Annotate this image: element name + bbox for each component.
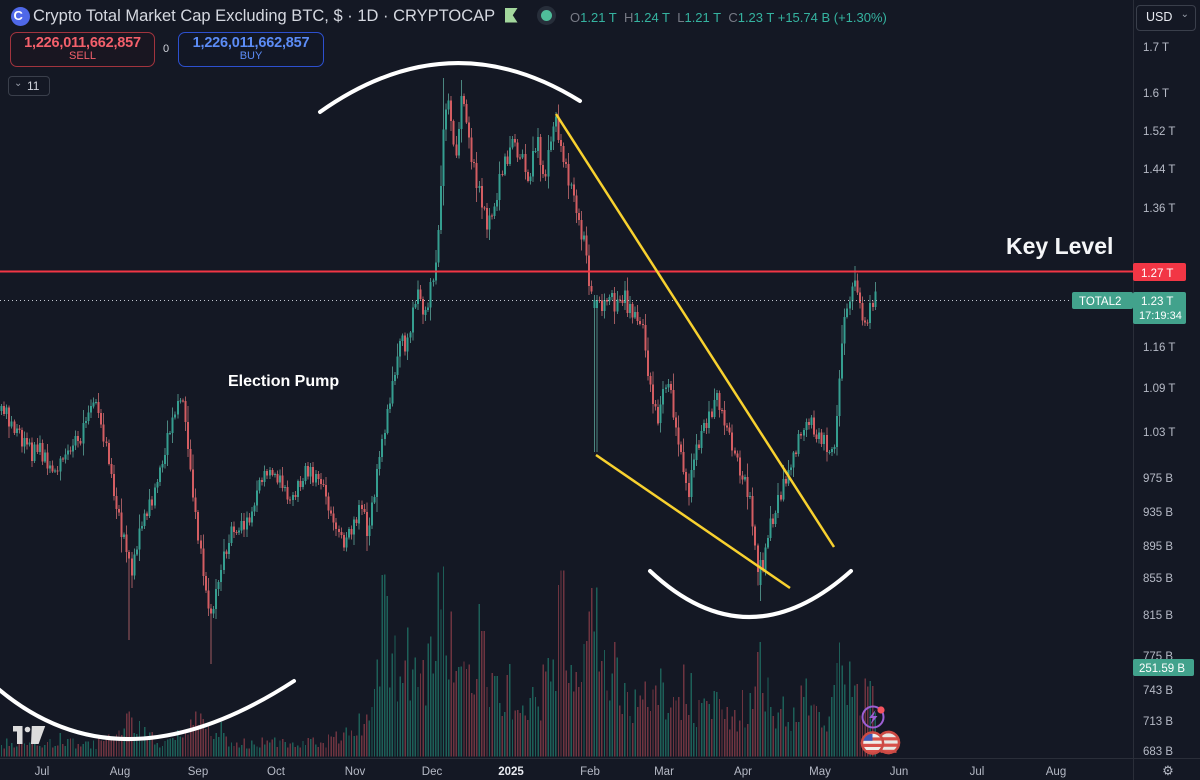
svg-text:Feb: Feb — [580, 766, 600, 778]
svg-text:2025: 2025 — [498, 766, 524, 778]
svg-text:Key Level: Key Level — [1006, 233, 1113, 259]
svg-text:975 B: 975 B — [1143, 473, 1173, 485]
svg-text:743 B: 743 B — [1143, 685, 1173, 697]
svg-text:895 B: 895 B — [1143, 541, 1173, 553]
svg-text:Sep: Sep — [188, 766, 208, 778]
svg-text:683 B: 683 B — [1143, 746, 1173, 758]
svg-text:1.52 T: 1.52 T — [1143, 126, 1175, 138]
svg-text:Oct: Oct — [267, 766, 286, 778]
svg-text:1.7 T: 1.7 T — [1143, 42, 1169, 54]
svg-text:May: May — [809, 766, 831, 778]
svg-text:1.44 T: 1.44 T — [1143, 164, 1175, 176]
svg-text:17:19:34: 17:19:34 — [1139, 310, 1182, 322]
svg-text:713 B: 713 B — [1143, 716, 1173, 728]
svg-text:Jul: Jul — [970, 766, 985, 778]
svg-text:Mar: Mar — [654, 766, 674, 778]
svg-text:1.27 T: 1.27 T — [1141, 268, 1173, 280]
svg-text:Aug: Aug — [110, 766, 130, 778]
svg-text:Jun: Jun — [890, 766, 909, 778]
svg-text:Jul: Jul — [35, 766, 50, 778]
svg-text:Apr: Apr — [734, 766, 752, 778]
svg-text:⚙: ⚙ — [1162, 763, 1174, 778]
svg-text:Nov: Nov — [345, 766, 366, 778]
svg-text:1.03 T: 1.03 T — [1143, 427, 1175, 439]
svg-text:Election Pump: Election Pump — [228, 373, 339, 390]
svg-text:1.16 T: 1.16 T — [1143, 342, 1175, 354]
svg-text:251.59 B: 251.59 B — [1139, 663, 1185, 675]
svg-text:1.09 T: 1.09 T — [1143, 383, 1175, 395]
svg-text:815 B: 815 B — [1143, 610, 1173, 622]
svg-text:Dec: Dec — [422, 766, 443, 778]
svg-text:855 B: 855 B — [1143, 573, 1173, 585]
svg-text:TOTAL2: TOTAL2 — [1079, 296, 1121, 308]
svg-text:935 B: 935 B — [1143, 507, 1173, 519]
svg-text:1.36 T: 1.36 T — [1143, 203, 1175, 215]
svg-text:1.6 T: 1.6 T — [1143, 88, 1169, 100]
svg-text:Aug: Aug — [1046, 766, 1066, 778]
svg-text:1.23 T: 1.23 T — [1141, 296, 1173, 308]
